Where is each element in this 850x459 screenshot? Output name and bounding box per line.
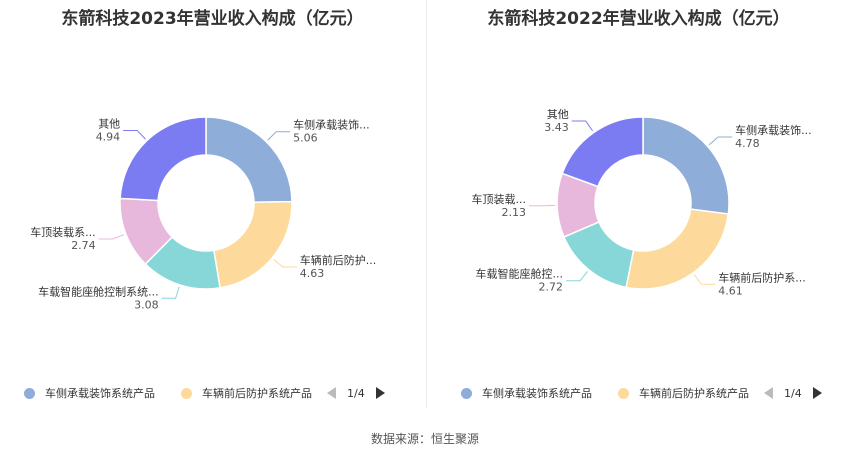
page-indicator: 1/4 <box>347 386 365 400</box>
prev-page-icon[interactable] <box>327 387 336 399</box>
slice-category-label: 车侧承载装饰... <box>293 118 370 132</box>
slice-category-label: 车载智能座舱控制系统... <box>38 284 159 298</box>
legend-pager: 1/4 <box>327 383 385 403</box>
legend: 车侧承载装饰系统产品 车辆前后防护系统产品 1/4 <box>0 383 425 405</box>
slice-value-label: 4.61 <box>718 284 743 297</box>
slice-category-label: 车载智能座舱控... <box>476 267 564 281</box>
pie-slice[interactable] <box>205 116 293 203</box>
slice-value-label: 2.13 <box>502 206 527 219</box>
legend-label: 车侧承载装饰系统产品 <box>45 387 155 400</box>
legend-item[interactable]: 车侧承载装饰系统产品 <box>24 383 155 403</box>
next-page-icon[interactable] <box>812 387 822 399</box>
chart-title: 东箭科技2022年营业收入构成（亿元） <box>487 9 790 29</box>
slice-category-label: 其他 <box>547 108 569 121</box>
slice-value-label: 4.78 <box>735 137 760 150</box>
prev-page-icon[interactable] <box>764 387 773 399</box>
legend-marker <box>24 387 35 399</box>
page-indicator: 1/4 <box>784 386 802 400</box>
slice-category-label: 车辆前后防护... <box>300 253 377 267</box>
legend-marker <box>461 387 472 399</box>
label-leader-line <box>161 286 180 299</box>
label-leader-line <box>123 129 146 140</box>
next-page-icon[interactable] <box>375 387 385 399</box>
slice-category-label: 其他 <box>98 117 120 130</box>
legend-label: 车辆前后防护系统产品 <box>639 387 749 400</box>
legend-label: 车辆前后防护系统产品 <box>202 387 312 400</box>
source-note: 数据来源：恒生聚源 <box>370 432 479 446</box>
legend-item[interactable]: 车辆前后防护系统产品 <box>618 383 749 403</box>
panel-divider <box>426 0 427 408</box>
label-leader-line <box>693 274 716 285</box>
slice-value-label: 3.08 <box>134 298 159 311</box>
pie-slice[interactable] <box>561 116 644 188</box>
slice-value-label: 2.74 <box>71 239 96 252</box>
legend-marker <box>181 387 192 399</box>
slice-category-label: 车顶装载系... <box>30 225 96 239</box>
label-leader-line <box>708 136 733 146</box>
label-leader-line <box>267 131 291 141</box>
slice-category-label: 车辆前后防护系... <box>718 270 806 284</box>
legend-pager: 1/4 <box>764 383 822 403</box>
legend-marker <box>618 387 629 399</box>
chart-panel-2022: 东箭科技2022年营业收入构成（亿元） 车侧承载装饰... 4.78 车辆前后防护系… <box>426 0 850 408</box>
pie-slice[interactable] <box>212 200 293 289</box>
donut-chart-2022: 车侧承载装饰...4.78 车辆前后防护系...4.61 车载智能座舱控...2.7… <box>472 108 812 297</box>
legend-label: 车侧承载装饰系统产品 <box>482 387 592 400</box>
pie-slice[interactable] <box>642 116 730 215</box>
legend-item[interactable]: 车辆前后防护系统产品 <box>181 383 312 403</box>
slice-value-label: 5.06 <box>293 132 318 145</box>
slice-value-label: 4.63 <box>300 267 325 280</box>
pie-slice[interactable] <box>625 208 730 290</box>
pie-slice[interactable] <box>119 116 207 202</box>
slice-value-label: 3.43 <box>544 121 569 134</box>
chart-panel-2023: 东箭科技2023年营业收入构成（亿元） 车侧承载装饰... 5.06 车辆前后防护.… <box>0 0 425 408</box>
slice-category-label: 车侧承载装饰... <box>735 123 812 137</box>
legend-item[interactable]: 车侧承载装饰系统产品 <box>461 383 592 403</box>
label-leader-line <box>571 120 594 132</box>
chart-title: 东箭科技2023年营业收入构成（亿元） <box>61 9 364 29</box>
legend: 车侧承载装饰系统产品 车辆前后防护系统产品 1/4 <box>426 383 850 405</box>
donut-chart-2023: 车侧承载装饰...5.06 车辆前后防护...4.63 车载智能座舱控制系统...3… <box>30 116 377 311</box>
slice-category-label: 车顶装载... <box>472 192 527 206</box>
slice-value-label: 4.94 <box>96 130 121 143</box>
label-leader-line <box>98 234 125 240</box>
label-leader-line <box>566 271 588 282</box>
slice-value-label: 2.72 <box>539 281 564 294</box>
label-leader-line <box>273 258 297 268</box>
